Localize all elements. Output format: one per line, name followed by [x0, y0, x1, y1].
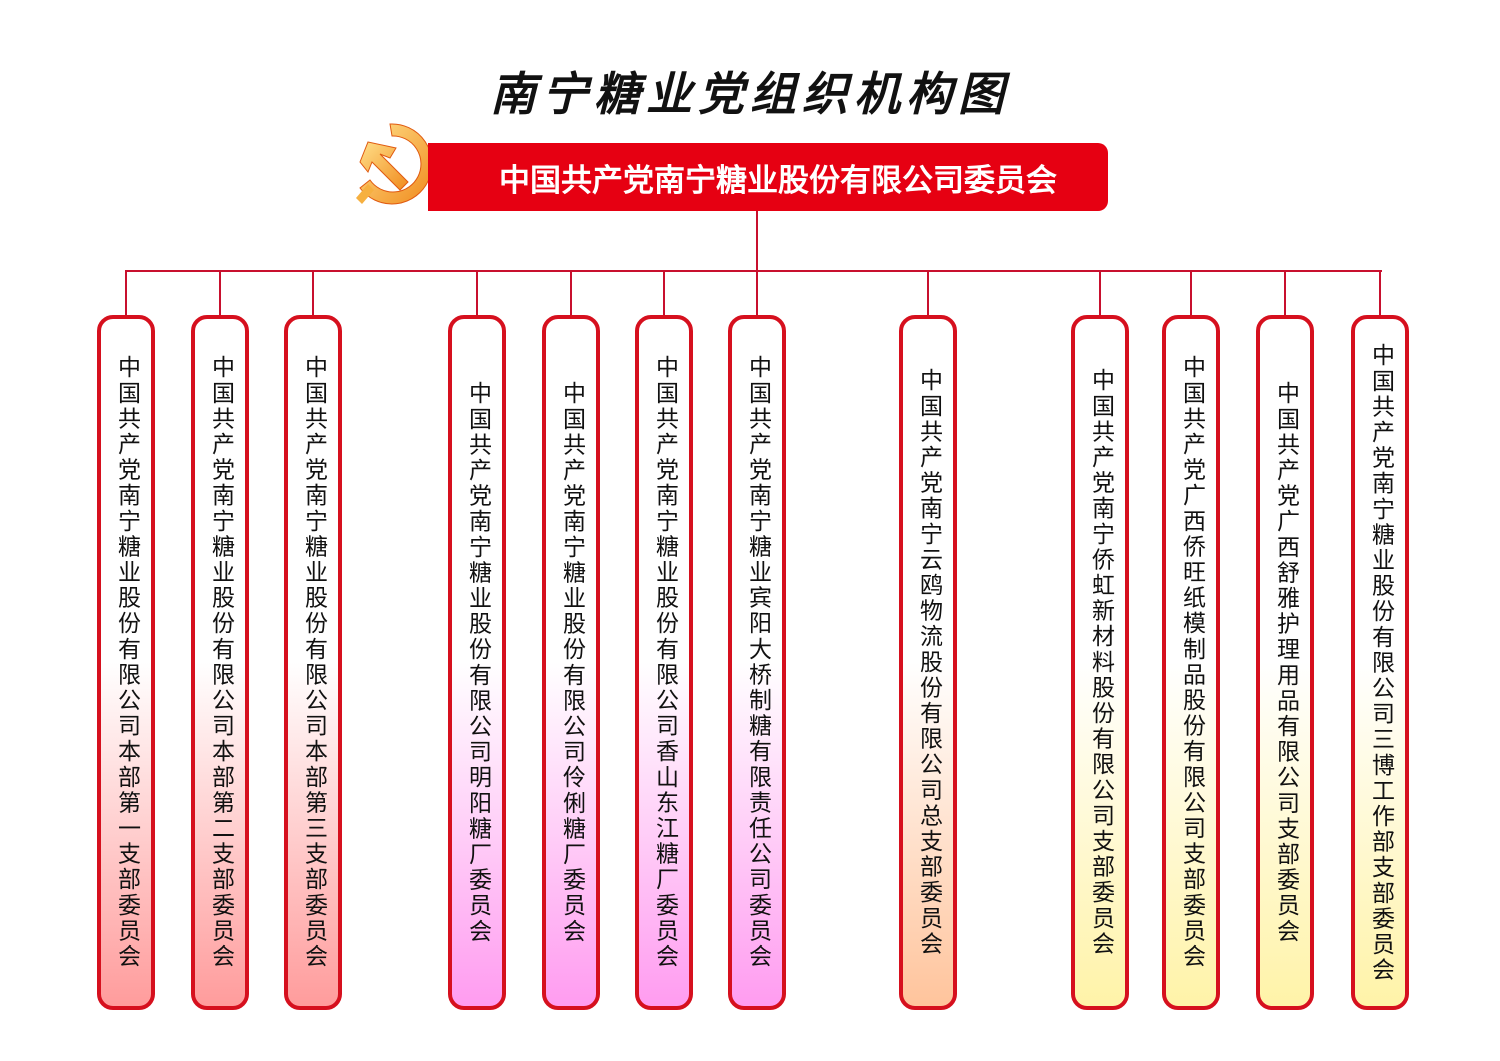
- branch-connector: [663, 271, 665, 317]
- horizontal-connector: [125, 270, 1382, 272]
- branch-connector: [125, 271, 127, 317]
- root-committee-box: 中国共产党南宁糖业股份有限公司委员会: [428, 143, 1108, 211]
- branch-committee-label: 中国共产党南宁糖业股份有限公司本部第三支部委员会: [300, 355, 327, 970]
- branch-committee-box: 中国共产党南宁糖业股份有限公司三博工作部支部委员会: [1351, 315, 1409, 1010]
- branch-committee-label: 中国共产党南宁糖业股份有限公司本部第二支部委员会: [207, 355, 234, 970]
- branch-committee-box: 中国共产党南宁糖业宾阳大桥制糖有限责任公司委员会: [728, 315, 786, 1010]
- branch-committee-box: 中国共产党广西侨旺纸模制品股份有限公司支部委员会: [1162, 315, 1220, 1010]
- branch-committee-label: 中国共产党南宁糖业股份有限公司明阳糖厂委员会: [464, 380, 491, 945]
- branch-committee-label: 中国共产党南宁糖业股份有限公司香山东江糖厂委员会: [651, 355, 678, 970]
- branch-connector: [1379, 271, 1381, 317]
- branch-committee-box: 中国共产党南宁糖业股份有限公司明阳糖厂委员会: [448, 315, 506, 1010]
- branch-committee-label: 中国共产党南宁侨虹新材料股份有限公司支部委员会: [1087, 368, 1114, 957]
- branch-committee-box: 中国共产党南宁糖业股份有限公司本部第二支部委员会: [191, 315, 249, 1010]
- branch-connector: [756, 271, 758, 317]
- root-committee-label: 中国共产党南宁糖业股份有限公司委员会: [499, 162, 1057, 199]
- branch-committee-box: 中国共产党南宁糖业股份有限公司本部第三支部委员会: [284, 315, 342, 1010]
- branch-committee-box: 中国共产党广西舒雅护理用品有限公司支部委员会: [1256, 315, 1314, 1010]
- branch-committee-label: 中国共产党广西侨旺纸模制品股份有限公司支部委员会: [1178, 355, 1205, 970]
- branch-committee-box: 中国共产党南宁糖业股份有限公司本部第一支部委员会: [97, 315, 155, 1010]
- branch-committee-box: 中国共产党南宁云鸥物流股份有限公司总支部委员会: [899, 315, 957, 1010]
- branch-connector: [1099, 271, 1101, 317]
- branch-committee-label: 中国共产党南宁糖业股份有限公司本部第一支部委员会: [113, 355, 140, 970]
- branch-committee-label: 中国共产党广西舒雅护理用品有限公司支部委员会: [1272, 380, 1299, 945]
- root-connector: [756, 211, 758, 272]
- branch-connector: [570, 271, 572, 317]
- branch-connector: [219, 271, 221, 317]
- branch-committee-box: 中国共产党南宁糖业股份有限公司伶俐糖厂委员会: [542, 315, 600, 1010]
- branch-connector: [1190, 271, 1192, 317]
- branch-connector: [476, 271, 478, 317]
- branch-connector: [312, 271, 314, 317]
- branch-committee-label: 中国共产党南宁糖业股份有限公司伶俐糖厂委员会: [558, 380, 585, 945]
- branch-committee-label: 中国共产党南宁云鸥物流股份有限公司总支部委员会: [915, 368, 942, 957]
- party-emblem-icon: [356, 123, 433, 205]
- branch-committee-box: 中国共产党南宁侨虹新材料股份有限公司支部委员会: [1071, 315, 1129, 1010]
- branch-committee-label: 中国共产党南宁糖业宾阳大桥制糖有限责任公司委员会: [744, 355, 771, 970]
- branch-connector: [1284, 271, 1286, 317]
- branch-connector: [927, 271, 929, 317]
- branch-committee-box: 中国共产党南宁糖业股份有限公司香山东江糖厂委员会: [635, 315, 693, 1010]
- branch-committee-label: 中国共产党南宁糖业股份有限公司三博工作部支部委员会: [1367, 342, 1394, 983]
- chart-title: 南宁糖业党组织机构图: [490, 67, 1010, 121]
